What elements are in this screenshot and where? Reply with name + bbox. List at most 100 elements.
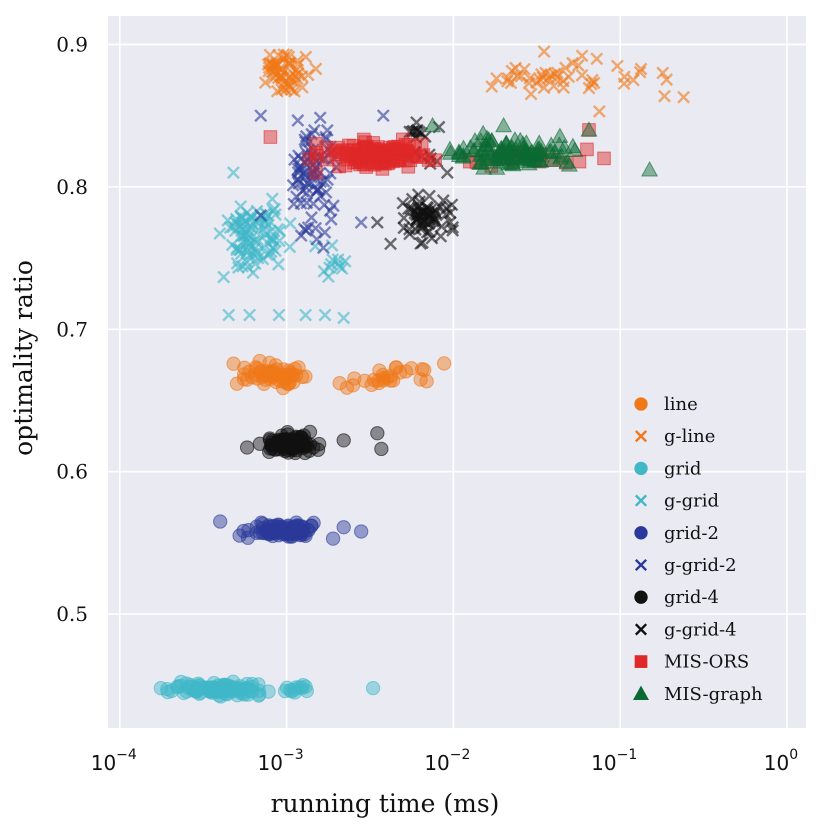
data-point bbox=[504, 76, 518, 90]
data-point bbox=[441, 140, 459, 157]
data-point bbox=[246, 247, 260, 261]
data-point bbox=[264, 438, 279, 453]
data-point bbox=[677, 90, 691, 104]
data-point bbox=[258, 372, 273, 387]
x-tick-label: 10−4 bbox=[91, 747, 137, 775]
legend-label: grid bbox=[664, 458, 701, 479]
data-point bbox=[530, 134, 548, 150]
data-point bbox=[241, 523, 256, 538]
data-point bbox=[291, 114, 305, 127]
data-point bbox=[592, 104, 606, 118]
series-line bbox=[226, 353, 452, 396]
data-point bbox=[316, 241, 330, 255]
data-point bbox=[475, 159, 493, 175]
legend: line g-line grid g-grid grid-2 g-grid-2 grid-4… bbox=[633, 394, 763, 705]
data-point bbox=[286, 440, 301, 455]
data-point bbox=[497, 134, 515, 150]
legend-label: MIS-ORS bbox=[664, 652, 749, 673]
data-point bbox=[299, 308, 313, 322]
legend-marker bbox=[634, 590, 648, 604]
data-point bbox=[660, 73, 674, 87]
data-point bbox=[242, 364, 257, 379]
legend-item-g-grid-4: g-grid-4 bbox=[634, 619, 737, 640]
data-point bbox=[213, 514, 228, 529]
data-point bbox=[560, 156, 578, 172]
data-point bbox=[495, 116, 513, 133]
data-point bbox=[254, 109, 268, 123]
data-point bbox=[336, 433, 351, 448]
data-point bbox=[251, 233, 265, 247]
data-point bbox=[233, 243, 247, 257]
y-tick-label: 0.8 bbox=[56, 175, 88, 199]
data-point bbox=[272, 308, 286, 322]
data-point bbox=[433, 200, 447, 214]
legend-item-MIS-graph: MIS-graph bbox=[633, 684, 763, 705]
data-point bbox=[263, 371, 278, 386]
data-point bbox=[387, 140, 402, 154]
data-point bbox=[572, 154, 587, 169]
data-point bbox=[234, 229, 248, 243]
data-point bbox=[516, 141, 535, 158]
data-point bbox=[426, 214, 440, 228]
series-MIS-graph bbox=[423, 116, 659, 177]
data-point bbox=[340, 143, 355, 158]
data-point bbox=[251, 247, 264, 261]
legend-item-line: line bbox=[634, 394, 698, 415]
data-point bbox=[326, 199, 340, 213]
data-point bbox=[656, 66, 670, 80]
legend-item-grid: grid bbox=[634, 458, 701, 479]
data-point bbox=[226, 166, 240, 180]
data-point bbox=[266, 232, 280, 246]
series-MIS-ORS bbox=[263, 123, 611, 180]
x-axis-label: running time (ms) bbox=[271, 789, 500, 818]
series-grid bbox=[153, 674, 381, 704]
data-point bbox=[406, 124, 420, 138]
data-points bbox=[153, 45, 691, 704]
data-point bbox=[325, 531, 341, 546]
legend-label: g-grid-2 bbox=[664, 555, 737, 576]
data-point bbox=[532, 142, 550, 159]
data-point bbox=[524, 87, 538, 101]
data-point bbox=[244, 684, 260, 699]
data-point bbox=[658, 89, 671, 103]
data-point bbox=[427, 210, 441, 224]
data-point bbox=[454, 139, 473, 155]
data-point bbox=[446, 220, 460, 234]
data-point bbox=[504, 155, 522, 172]
data-point bbox=[309, 136, 323, 151]
y-tick-labels: 0.5 0.6 0.7 0.8 0.9 bbox=[56, 32, 88, 626]
data-point bbox=[300, 176, 314, 190]
legend-marker bbox=[634, 526, 648, 540]
data-point bbox=[580, 142, 594, 157]
data-point bbox=[336, 520, 351, 535]
data-point bbox=[221, 213, 235, 227]
data-point bbox=[337, 311, 351, 325]
x-tick-label: 10−3 bbox=[258, 747, 304, 775]
data-point bbox=[555, 138, 573, 155]
data-point bbox=[197, 680, 212, 695]
data-point bbox=[160, 684, 175, 700]
data-point bbox=[537, 81, 551, 95]
data-point bbox=[261, 236, 275, 250]
data-point bbox=[339, 380, 355, 395]
data-point bbox=[225, 683, 240, 698]
legend-marker bbox=[634, 397, 648, 411]
data-point bbox=[273, 69, 287, 83]
data-point bbox=[354, 524, 369, 539]
data-point bbox=[153, 680, 168, 696]
data-point bbox=[286, 432, 302, 447]
data-point bbox=[409, 213, 423, 227]
data-point bbox=[411, 188, 425, 202]
data-point bbox=[626, 73, 640, 87]
data-point bbox=[401, 138, 416, 152]
data-point bbox=[550, 136, 568, 152]
data-point bbox=[309, 165, 323, 180]
legend-label: MIS-graph bbox=[664, 684, 763, 705]
data-point bbox=[610, 59, 624, 73]
legend-item-g-line: g-line bbox=[634, 426, 715, 447]
data-point bbox=[634, 62, 648, 76]
data-point bbox=[562, 70, 576, 84]
data-point bbox=[517, 134, 535, 150]
data-point bbox=[551, 66, 564, 80]
data-point bbox=[232, 528, 247, 543]
